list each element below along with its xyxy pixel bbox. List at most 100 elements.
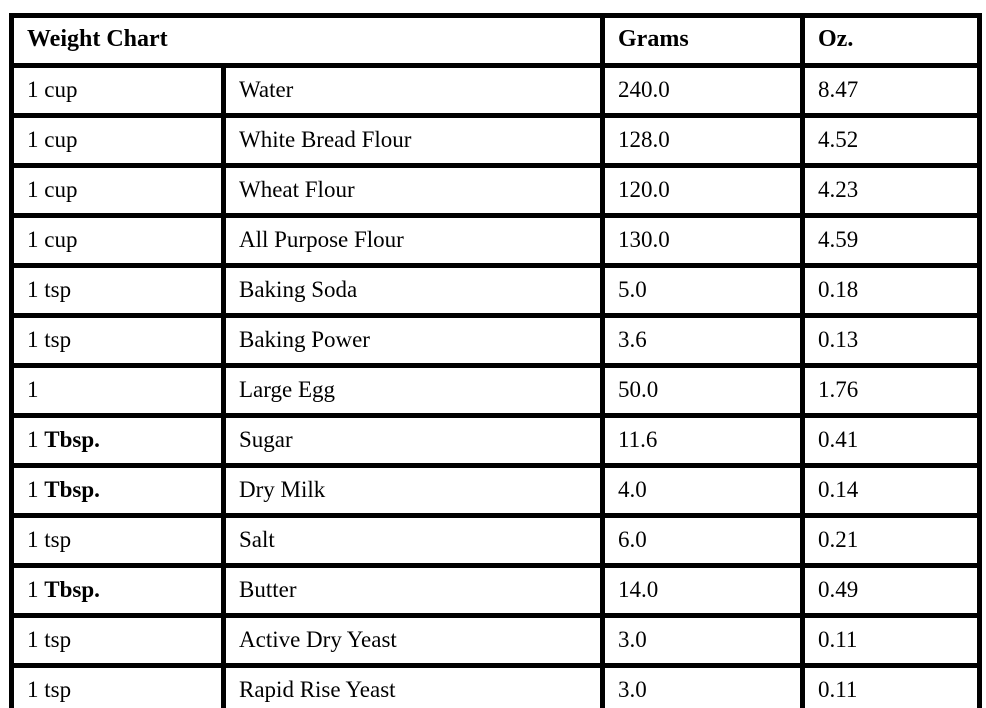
measure-cell: 1 tsp <box>9 613 226 668</box>
measure-text: 1 cup <box>27 176 78 202</box>
table-row: 1 Tbsp. Sugar 11.6 0.41 <box>9 413 983 468</box>
ingredient-cell: White Bread Flour <box>220 113 606 168</box>
measure-bold-text: Tbsp. <box>44 426 100 452</box>
measure-text: 1 <box>27 476 45 502</box>
measure-cell: 1 Tbsp. <box>9 413 226 468</box>
measure-cell: 1 tsp <box>9 663 226 708</box>
ingredient-text: Baking Soda <box>239 276 358 302</box>
measure-cell: 1 Tbsp. <box>9 563 226 618</box>
table-row: 1 cup Wheat Flour 120.0 4.23 <box>9 163 983 218</box>
ingredient-text: All Purpose Flour <box>239 226 404 252</box>
ingredient-cell: Salt <box>220 513 606 568</box>
grams-text: 3.0 <box>618 626 647 652</box>
oz-text: 0.18 <box>818 276 859 302</box>
ingredient-cell: All Purpose Flour <box>220 213 606 268</box>
measure-bold-text: Tbsp. <box>44 476 100 502</box>
table-row: 1 cup Water 240.0 8.47 <box>9 63 983 118</box>
oz-cell: 0.11 <box>800 663 983 708</box>
oz-cell: 0.41 <box>800 413 983 468</box>
grams-cell: 240.0 <box>600 63 806 118</box>
weight-chart-table: Weight Chart Grams Oz. 1 cup Water 240.0… <box>8 13 983 708</box>
table-row: 1 tsp Rapid Rise Yeast 3.0 0.11 <box>9 663 983 708</box>
ingredient-text: Dry Milk <box>239 476 326 502</box>
table-row: 1 Tbsp. Dry Milk 4.0 0.14 <box>9 463 983 518</box>
measure-cell: 1 Tbsp. <box>9 463 226 518</box>
table-title: Weight Chart <box>8 13 606 68</box>
measure-cell: 1 tsp <box>9 313 226 368</box>
measure-text: 1 cup <box>27 226 78 252</box>
ingredient-cell: Butter <box>220 563 606 618</box>
grams-text: 11.6 <box>618 426 658 452</box>
grams-text: 240.0 <box>618 76 670 102</box>
grams-cell: 4.0 <box>600 463 806 518</box>
grams-text: 50.0 <box>618 376 659 402</box>
oz-cell: 0.14 <box>800 463 983 518</box>
oz-cell: 0.13 <box>800 313 983 368</box>
ingredient-text: Baking Power <box>239 326 370 352</box>
ingredient-cell: Large Egg <box>220 363 606 418</box>
oz-text: 8.47 <box>818 76 859 102</box>
grams-cell: 130.0 <box>600 213 806 268</box>
grams-cell: 5.0 <box>600 263 806 318</box>
table-row: 1 tsp Baking Soda 5.0 0.18 <box>9 263 983 318</box>
grams-cell: 3.0 <box>600 613 806 668</box>
measure-cell: 1 <box>9 363 226 418</box>
ingredient-text: Active Dry Yeast <box>239 626 397 652</box>
oz-text: 0.21 <box>818 526 859 552</box>
column-header-grams: Grams <box>600 13 806 68</box>
table-row: 1 cup White Bread Flour 128.0 4.52 <box>9 113 983 168</box>
grams-text: 14.0 <box>618 576 659 602</box>
column-header-oz: Oz. <box>800 13 983 68</box>
ingredient-cell: Wheat Flour <box>220 163 606 218</box>
oz-cell: 4.59 <box>800 213 983 268</box>
grams-cell: 3.6 <box>600 313 806 368</box>
ingredient-cell: Rapid Rise Yeast <box>220 663 606 708</box>
grams-cell: 14.0 <box>600 563 806 618</box>
ingredient-cell: Dry Milk <box>220 463 606 518</box>
ingredient-text: Rapid Rise Yeast <box>239 676 396 702</box>
grams-text: 128.0 <box>618 126 670 152</box>
ingredient-text: Wheat Flour <box>239 176 355 202</box>
oz-cell: 8.47 <box>800 63 983 118</box>
table-row: 1 tsp Active Dry Yeast 3.0 0.11 <box>9 613 983 668</box>
ingredient-text: Large Egg <box>239 376 336 402</box>
measure-cell: 1 cup <box>9 213 226 268</box>
oz-text: 4.52 <box>818 126 859 152</box>
ingredient-text: Sugar <box>239 426 293 452</box>
ingredient-text: Butter <box>239 576 297 602</box>
ingredient-cell: Water <box>220 63 606 118</box>
ingredient-cell: Active Dry Yeast <box>220 613 606 668</box>
measure-text: 1 tsp <box>27 276 72 302</box>
grams-cell: 50.0 <box>600 363 806 418</box>
ingredient-cell: Sugar <box>220 413 606 468</box>
measure-text: 1 cup <box>27 126 78 152</box>
oz-text: 4.59 <box>818 226 859 252</box>
measure-cell: 1 cup <box>9 113 226 168</box>
oz-cell: 0.11 <box>800 613 983 668</box>
table-row: 1 Large Egg 50.0 1.76 <box>9 363 983 418</box>
measure-cell: 1 tsp <box>9 513 226 568</box>
grams-cell: 6.0 <box>600 513 806 568</box>
measure-text: 1 tsp <box>27 526 72 552</box>
oz-cell: 1.76 <box>800 363 983 418</box>
grams-text: 6.0 <box>618 526 647 552</box>
measure-text: 1 <box>27 376 39 402</box>
oz-text: 0.11 <box>818 676 858 702</box>
oz-cell: 4.52 <box>800 113 983 168</box>
oz-text: 0.13 <box>818 326 859 352</box>
measure-cell: 1 cup <box>9 63 226 118</box>
oz-text: 1.76 <box>818 376 859 402</box>
grams-cell: 3.0 <box>600 663 806 708</box>
ingredient-text: Salt <box>239 526 275 552</box>
ingredient-text: White Bread Flour <box>239 126 412 152</box>
table-header: Weight Chart Grams Oz. <box>8 13 983 68</box>
grams-cell: 11.6 <box>600 413 806 468</box>
table-body: 1 cup Water 240.0 8.47 1 cup White Bread… <box>9 63 983 708</box>
measure-text: 1 tsp <box>27 326 72 352</box>
oz-cell: 4.23 <box>800 163 983 218</box>
oz-cell: 0.21 <box>800 513 983 568</box>
measure-cell: 1 tsp <box>9 263 226 318</box>
grams-text: 5.0 <box>618 276 647 302</box>
header-row: Weight Chart Grams Oz. <box>8 13 983 68</box>
measure-text: 1 <box>27 576 45 602</box>
